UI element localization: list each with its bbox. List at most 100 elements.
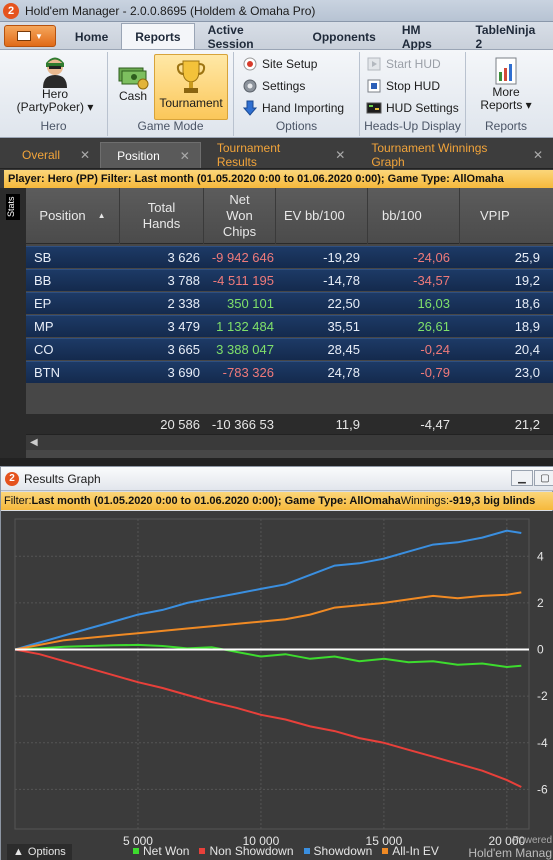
legend-item-all-in-ev[interactable]: All-In EV (382, 844, 439, 858)
hands-cell: 3 626 (167, 250, 200, 265)
stop-hud-label: Stop HUD (386, 79, 441, 93)
table-row[interactable]: BB 3 788 -4 511 195 -14,78 -34,57 19,2 (26, 269, 553, 291)
stats-label[interactable]: Stats (6, 194, 20, 220)
table-row[interactable]: MP 3 479 1 132 484 35,51 26,61 18,9 (26, 315, 553, 337)
legend-label-non-showdown: Non Showdown (209, 844, 294, 858)
start-hud-button[interactable]: Start HUD (366, 54, 441, 74)
vpip-cell: 19,2 (514, 273, 540, 288)
close-icon[interactable]: ✕ (532, 148, 543, 162)
position-header-label: Position (39, 208, 86, 223)
net-won-cell: -9 942 646 (211, 250, 274, 265)
scroll-left-icon[interactable]: ◀ (30, 437, 38, 448)
cash-button[interactable]: Cash (112, 62, 154, 103)
tab-home[interactable]: Home (74, 30, 109, 44)
legend-item-non-showdown[interactable]: Non Showdown (199, 844, 294, 858)
plot-background (14, 518, 530, 830)
tournament-button[interactable]: Tournament (154, 54, 228, 120)
legend-label-all-in-ev: All-In EV (392, 844, 439, 858)
game-mode-group-label: Game Mode (137, 119, 204, 133)
tab-tournament-results-label: Tournament Results (216, 141, 281, 169)
close-icon[interactable]: ✕ (335, 148, 346, 162)
game-mode-group: Cash Tournament Game Mode (108, 52, 234, 136)
cash-label: Cash (118, 89, 147, 103)
position-cell: MP (34, 319, 54, 334)
x-tick-label: 15 000 (366, 834, 403, 848)
application-menu-button[interactable]: ▼ (4, 25, 56, 47)
column-header-total-hands[interactable]: Total Hands (120, 188, 204, 244)
hands-cell: 3 788 (167, 273, 200, 288)
column-header-net-won[interactable]: Net Won Chips (204, 188, 276, 244)
hud-settings-label: HUD Settings (386, 101, 459, 115)
tab-tournament-winnings-graph[interactable]: Tournament Winnings Graph ✕ (355, 141, 553, 169)
hero-label: Hero (41, 87, 68, 101)
table-row[interactable]: BTN 3 690 -783 326 24,78 -0,79 23,0 (26, 361, 553, 383)
site-setup-button[interactable]: Site Setup (242, 54, 317, 74)
bb-cell: -24,06 (413, 250, 450, 265)
tab-tournament-results[interactable]: Tournament Results ✕ (201, 141, 355, 169)
vpip-cell: 25,9 (514, 250, 540, 265)
tab-hm-apps[interactable]: HM Apps (401, 23, 432, 51)
maximize-button[interactable]: ▢ (534, 470, 553, 486)
stop-icon (367, 79, 381, 93)
options-group: Site Setup Settings Hand Importing Optio… (234, 52, 360, 136)
column-header-ev-bb[interactable]: EV bb/100 (276, 188, 368, 244)
ribbon-tabs: ▼ Home Reports Active Session Opponents … (0, 22, 553, 51)
settings-button[interactable]: Settings (242, 76, 305, 96)
legend-item-showdown[interactable]: Showdown (303, 844, 373, 858)
hands-cell: 3 665 (167, 342, 200, 357)
table-row[interactable]: CO 3 665 3 388 047 28,45 -0,24 20,4 (26, 338, 553, 360)
table-header: Position ▲ Total Hands Net Won Chips EV … (26, 188, 553, 244)
hud-settings-button[interactable]: HUD Settings (366, 98, 459, 118)
position-cell: BTN (34, 365, 60, 380)
position-cell: CO (34, 342, 54, 357)
ev-bb-cell: -14,78 (323, 273, 360, 288)
site-setup-icon (243, 57, 257, 71)
close-icon[interactable]: ✕ (179, 148, 190, 163)
series-line-non-showdown (14, 648, 522, 788)
gear-icon (243, 79, 257, 93)
hand-importing-button[interactable]: Hand Importing (242, 98, 344, 118)
table-row[interactable]: SB 3 626 -9 942 646 -19,29 -24,06 25,9 (26, 246, 553, 268)
tab-active-session[interactable]: Active Session (207, 23, 254, 51)
vpip-cell: 20,4 (514, 342, 540, 357)
bb-cell: -0,24 (420, 342, 450, 357)
column-header-position[interactable]: Position ▲ (26, 188, 120, 244)
tab-overall[interactable]: Overall ✕ (6, 142, 100, 168)
tab-opponents[interactable]: Opponents (312, 30, 376, 44)
close-icon[interactable]: ✕ (80, 148, 91, 162)
legend-label-showdown: Showdown (313, 844, 373, 858)
column-header-bb[interactable]: bb/100 (368, 188, 460, 244)
total-vpip-value: 21,2 (514, 417, 540, 432)
tab-tableninja[interactable]: TableNinja 2 (475, 23, 536, 51)
tab-position[interactable]: Position ✕ (100, 142, 201, 168)
import-arrow-icon (242, 100, 258, 116)
vpip-cell: 18,6 (514, 296, 540, 311)
tab-tournament-winnings-graph-label: Tournament Winnings Graph (371, 141, 488, 169)
column-header-vpip[interactable]: VPIP (460, 188, 553, 244)
settings-label: Settings (262, 79, 306, 93)
chevron-down-icon: ▼ (34, 31, 43, 41)
minimize-button[interactable]: ▁ (511, 470, 533, 486)
hero-select-button[interactable]: Hero (PartyPoker) ▾ (10, 54, 100, 114)
net-won-cell: 3 388 047 (216, 342, 274, 357)
y-tick-label: 4 (537, 549, 544, 563)
stop-hud-button[interactable]: Stop HUD (366, 76, 440, 96)
y-tick-label: 0 (537, 643, 544, 657)
tournament-label: Tournament (159, 96, 223, 110)
graph-options-button[interactable]: ▲ Options (7, 844, 72, 860)
legend-label-net-won: Net Won (143, 844, 190, 858)
more-reports-button[interactable]: More Reports ▾ (472, 56, 540, 112)
hud-settings-icon (366, 102, 382, 114)
graph-options-label: Options (27, 846, 66, 858)
net-won-header-line-1: Net (229, 192, 250, 207)
bb-header-label: bb/100 (382, 208, 422, 223)
horizontal-scrollbar[interactable]: ◀ (26, 434, 553, 450)
table-row[interactable]: EP 2 338 350 101 22,50 16,03 18,6 (26, 292, 553, 314)
ev-bb-header-label: EV bb/100 (284, 208, 345, 223)
tab-reports[interactable]: Reports (121, 23, 195, 49)
legend-item-net-won[interactable]: Net Won (133, 844, 189, 858)
totals-row: 20 586 -10 366 53 11,9 -4,47 21,2 (26, 414, 553, 436)
graph-filter-main: Last month (01.05.2020 0:00 to 01.06.202… (31, 495, 401, 507)
